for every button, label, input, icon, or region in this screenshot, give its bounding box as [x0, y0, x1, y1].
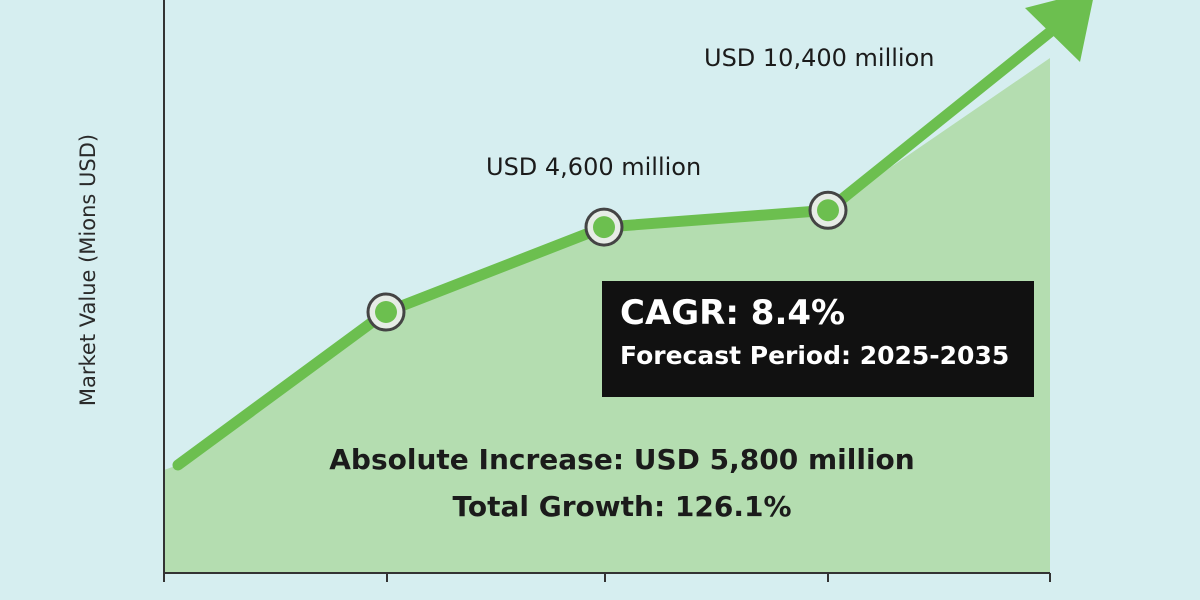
- absolute-increase-text: Absolute Increase: USD 5,800 million: [329, 443, 915, 476]
- start-value-label: USD 4,600 million: [486, 153, 702, 181]
- data-point-marker: [366, 292, 406, 332]
- end-value-label: USD 10,400 million: [704, 44, 935, 72]
- forecast-period-text: Forecast Period: 2025-2035: [620, 341, 1010, 370]
- cagr-box: CAGR: 8.4% Forecast Period: 2025-2035: [602, 281, 1034, 397]
- total-growth-text: Total Growth: 126.1%: [452, 490, 792, 523]
- data-point-marker: [584, 207, 624, 247]
- data-point-marker: [808, 190, 848, 230]
- cagr-text: CAGR: 8.4%: [620, 293, 846, 333]
- y-axis-label: Market Value (Mions USD): [76, 133, 100, 407]
- arrowhead-icon: [1025, 0, 1093, 62]
